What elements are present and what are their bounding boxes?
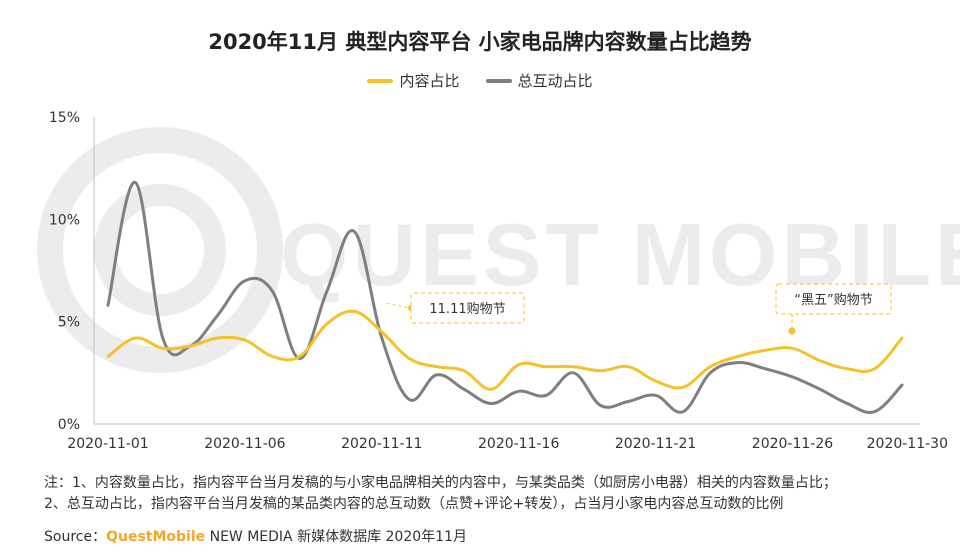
annotation-box-1111 <box>410 292 525 324</box>
legend-item-interaction: 总互动占比 <box>485 70 593 91</box>
legend-swatch-interaction <box>485 78 512 83</box>
annotation-text-black-friday: “黑五”购物节 <box>794 292 872 308</box>
note-line-1: 注：1、内容数量占比，指内容平台当月发稿的与小家电品牌相关的内容中，与某类品类（… <box>44 475 837 491</box>
annotation-text-1111: 11.11购物节 <box>429 301 505 317</box>
axes: 0% 5% 10% 15% 2020-11-01 2020-11-06 2020-11-11… <box>49 110 948 452</box>
watermark: QUEST MOBILE <box>37 127 960 373</box>
series-line-content <box>106 309 904 391</box>
series-line-interaction <box>106 180 904 414</box>
note-line-2: 2、总互动占比，指内容平台当月发稿的某品类内容的总互动数（点赞+评论+转发），占… <box>44 496 784 512</box>
y-tick-label: 15% <box>49 110 80 126</box>
legend-label-content: 内容占比 <box>399 72 460 90</box>
y-tick-label: 0% <box>58 417 80 433</box>
source-suffix: NEW MEDIA 新媒体数据库 2020年11月 <box>205 529 467 545</box>
x-tick-label: 2020-11-01 <box>67 436 148 452</box>
x-tick-label: 2020-11-16 <box>478 436 559 452</box>
x-tick-label: 2020-11-11 <box>341 436 422 452</box>
annotation-layer: 11.11购物节 “黑五”购物节 <box>386 283 892 335</box>
chart-title: 2020年11月 典型内容平台 小家电品牌内容数量占比趋势 <box>208 30 752 54</box>
source-prefix: Source： <box>44 529 107 545</box>
watermark-logo <box>37 127 283 373</box>
y-tick-label: 5% <box>58 315 80 331</box>
legend-swatch-content <box>367 78 394 83</box>
legend: 内容占比 总互动占比 <box>0 70 960 91</box>
annotation-box-black-friday <box>775 283 892 315</box>
annotation-leader-1111 <box>386 302 412 309</box>
x-tick-label: 2020-11-30 <box>867 436 948 452</box>
watermark-logo-inner <box>94 184 226 316</box>
source-line: Source：QuestMobile NEW MEDIA 新媒体数据库 2020… <box>44 526 467 546</box>
x-tick-label: 2020-11-06 <box>204 436 285 452</box>
legend-item-content: 内容占比 <box>367 70 460 91</box>
y-tick-label: 10% <box>49 212 80 228</box>
series-layer <box>106 180 904 414</box>
source-brand: QuestMobile <box>106 529 206 545</box>
legend-label-interaction: 总互动占比 <box>517 72 593 90</box>
x-tick-label: 2020-11-26 <box>752 436 833 452</box>
x-tick-label: 2020-11-21 <box>615 436 696 452</box>
annotation-dot-black-friday <box>788 327 796 335</box>
